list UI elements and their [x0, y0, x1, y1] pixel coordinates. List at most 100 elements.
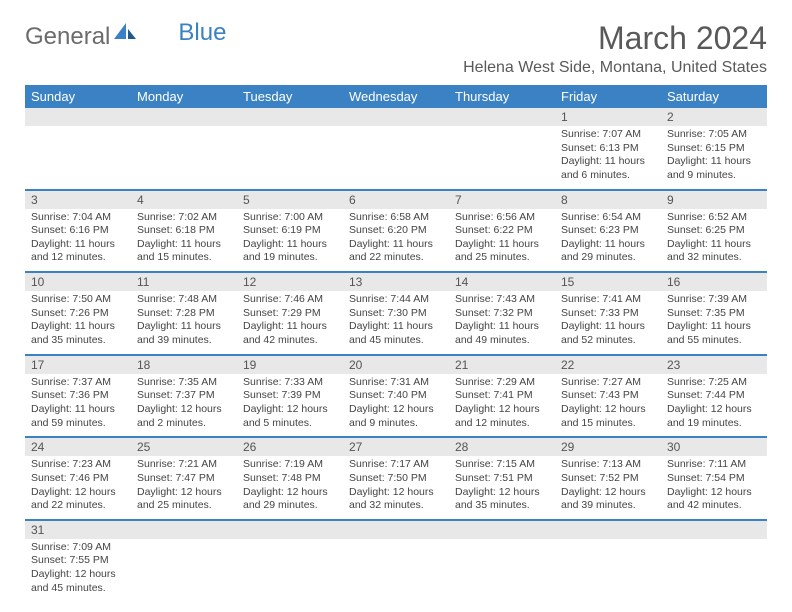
day-cell — [343, 539, 449, 602]
day-cell — [449, 539, 555, 602]
day-header: Sunday — [25, 85, 131, 108]
header-right: March 2024 Helena West Side, Montana, Un… — [463, 20, 767, 77]
location-text: Helena West Side, Montana, United States — [463, 59, 767, 77]
day-cell: Sunrise: 7:05 AM Sunset: 6:15 PM Dayligh… — [661, 126, 767, 190]
day-cell — [555, 539, 661, 602]
date-number: 13 — [343, 272, 449, 291]
date-row: 12 — [25, 108, 767, 126]
day-cell-text: Sunrise: 7:04 AM Sunset: 6:16 PM Dayligh… — [31, 211, 125, 266]
date-number: 29 — [555, 437, 661, 456]
day-cell-text: Sunrise: 7:29 AM Sunset: 7:41 PM Dayligh… — [455, 376, 549, 431]
day-cell-text: Sunrise: 7:11 AM Sunset: 7:54 PM Dayligh… — [667, 458, 761, 513]
day-cell: Sunrise: 7:04 AM Sunset: 6:16 PM Dayligh… — [25, 209, 131, 273]
day-cell-text: Sunrise: 7:41 AM Sunset: 7:33 PM Dayligh… — [561, 293, 655, 348]
day-header-row: Sunday Monday Tuesday Wednesday Thursday… — [25, 85, 767, 108]
date-number: 16 — [661, 272, 767, 291]
date-row: 10111213141516 — [25, 272, 767, 291]
day-cell-text: Sunrise: 7:50 AM Sunset: 7:26 PM Dayligh… — [31, 293, 125, 348]
content-row: Sunrise: 7:09 AM Sunset: 7:55 PM Dayligh… — [25, 539, 767, 602]
day-cell: Sunrise: 7:43 AM Sunset: 7:32 PM Dayligh… — [449, 291, 555, 355]
day-cell-text: Sunrise: 7:43 AM Sunset: 7:32 PM Dayligh… — [455, 293, 549, 348]
calendar-body: 12 Sunrise: 7:07 AM Sunset: 6:13 PM Dayli… — [25, 108, 767, 601]
day-cell-text: Sunrise: 7:35 AM Sunset: 7:37 PM Dayligh… — [137, 376, 231, 431]
day-cell: Sunrise: 7:46 AM Sunset: 7:29 PM Dayligh… — [237, 291, 343, 355]
day-cell — [661, 539, 767, 602]
day-cell: Sunrise: 7:33 AM Sunset: 7:39 PM Dayligh… — [237, 374, 343, 438]
date-number: 2 — [661, 108, 767, 126]
logo-text-general: General — [25, 23, 110, 51]
day-cell: Sunrise: 7:41 AM Sunset: 7:33 PM Dayligh… — [555, 291, 661, 355]
day-cell: Sunrise: 7:17 AM Sunset: 7:50 PM Dayligh… — [343, 456, 449, 520]
date-number: 12 — [237, 272, 343, 291]
date-row: 17181920212223 — [25, 355, 767, 374]
date-number: 5 — [237, 190, 343, 209]
calendar-table: Sunday Monday Tuesday Wednesday Thursday… — [25, 85, 767, 601]
day-cell-text: Sunrise: 7:46 AM Sunset: 7:29 PM Dayligh… — [243, 293, 337, 348]
date-number: 30 — [661, 437, 767, 456]
day-cell: Sunrise: 7:00 AM Sunset: 6:19 PM Dayligh… — [237, 209, 343, 273]
day-cell-text: Sunrise: 7:31 AM Sunset: 7:40 PM Dayligh… — [349, 376, 443, 431]
date-row: 24252627282930 — [25, 437, 767, 456]
date-number — [237, 520, 343, 539]
day-cell — [237, 126, 343, 190]
date-number: 24 — [25, 437, 131, 456]
logo-text-blue: Blue — [178, 19, 226, 47]
date-number: 10 — [25, 272, 131, 291]
date-number: 26 — [237, 437, 343, 456]
day-cell: Sunrise: 7:09 AM Sunset: 7:55 PM Dayligh… — [25, 539, 131, 602]
day-cell-text: Sunrise: 7:07 AM Sunset: 6:13 PM Dayligh… — [561, 128, 655, 183]
day-cell-text: Sunrise: 7:19 AM Sunset: 7:48 PM Dayligh… — [243, 458, 337, 513]
day-header: Thursday — [449, 85, 555, 108]
day-cell-text: Sunrise: 7:02 AM Sunset: 6:18 PM Dayligh… — [137, 211, 231, 266]
day-cell-text: Sunrise: 7:44 AM Sunset: 7:30 PM Dayligh… — [349, 293, 443, 348]
day-cell: Sunrise: 7:13 AM Sunset: 7:52 PM Dayligh… — [555, 456, 661, 520]
day-cell: Sunrise: 7:37 AM Sunset: 7:36 PM Dayligh… — [25, 374, 131, 438]
day-cell — [237, 539, 343, 602]
logo-sail-icon — [112, 20, 138, 48]
day-cell: Sunrise: 6:54 AM Sunset: 6:23 PM Dayligh… — [555, 209, 661, 273]
date-number: 22 — [555, 355, 661, 374]
content-row: Sunrise: 7:07 AM Sunset: 6:13 PM Dayligh… — [25, 126, 767, 190]
date-number: 19 — [237, 355, 343, 374]
day-header: Tuesday — [237, 85, 343, 108]
date-number: 3 — [25, 190, 131, 209]
date-number — [449, 108, 555, 126]
date-number: 9 — [661, 190, 767, 209]
date-number: 7 — [449, 190, 555, 209]
day-cell-text: Sunrise: 7:00 AM Sunset: 6:19 PM Dayligh… — [243, 211, 337, 266]
month-title: March 2024 — [463, 20, 767, 57]
day-cell-text: Sunrise: 7:15 AM Sunset: 7:51 PM Dayligh… — [455, 458, 549, 513]
date-number — [25, 108, 131, 126]
day-header: Monday — [131, 85, 237, 108]
date-row: 3456789 — [25, 190, 767, 209]
day-cell: Sunrise: 7:25 AM Sunset: 7:44 PM Dayligh… — [661, 374, 767, 438]
date-number — [343, 108, 449, 126]
date-number: 8 — [555, 190, 661, 209]
content-row: Sunrise: 7:04 AM Sunset: 6:16 PM Dayligh… — [25, 209, 767, 273]
day-cell: Sunrise: 7:31 AM Sunset: 7:40 PM Dayligh… — [343, 374, 449, 438]
date-number: 27 — [343, 437, 449, 456]
date-number — [661, 520, 767, 539]
day-cell: Sunrise: 7:27 AM Sunset: 7:43 PM Dayligh… — [555, 374, 661, 438]
content-row: Sunrise: 7:37 AM Sunset: 7:36 PM Dayligh… — [25, 374, 767, 438]
day-cell-text: Sunrise: 7:05 AM Sunset: 6:15 PM Dayligh… — [667, 128, 761, 183]
date-number: 31 — [25, 520, 131, 539]
header: General Blue March 2024 Helena West Side… — [25, 20, 767, 77]
logo: General Blue — [25, 20, 226, 54]
date-number: 14 — [449, 272, 555, 291]
day-cell: Sunrise: 7:11 AM Sunset: 7:54 PM Dayligh… — [661, 456, 767, 520]
date-number — [449, 520, 555, 539]
date-number — [131, 520, 237, 539]
day-cell: Sunrise: 7:07 AM Sunset: 6:13 PM Dayligh… — [555, 126, 661, 190]
day-cell-text: Sunrise: 7:33 AM Sunset: 7:39 PM Dayligh… — [243, 376, 337, 431]
day-cell: Sunrise: 7:21 AM Sunset: 7:47 PM Dayligh… — [131, 456, 237, 520]
day-cell: Sunrise: 7:02 AM Sunset: 6:18 PM Dayligh… — [131, 209, 237, 273]
day-cell: Sunrise: 7:19 AM Sunset: 7:48 PM Dayligh… — [237, 456, 343, 520]
day-cell: Sunrise: 7:15 AM Sunset: 7:51 PM Dayligh… — [449, 456, 555, 520]
content-row: Sunrise: 7:23 AM Sunset: 7:46 PM Dayligh… — [25, 456, 767, 520]
day-cell-text: Sunrise: 6:52 AM Sunset: 6:25 PM Dayligh… — [667, 211, 761, 266]
day-cell — [449, 126, 555, 190]
day-cell-text: Sunrise: 7:09 AM Sunset: 7:55 PM Dayligh… — [31, 541, 125, 596]
date-number: 28 — [449, 437, 555, 456]
date-number: 11 — [131, 272, 237, 291]
